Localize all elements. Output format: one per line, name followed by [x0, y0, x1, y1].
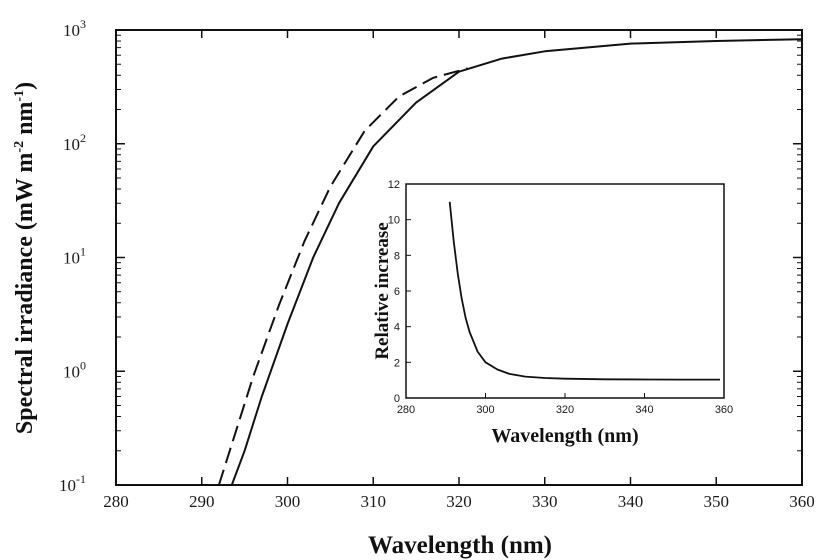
inset-y-tick-label: 8: [394, 250, 400, 262]
inset-x-tick-label: 320: [556, 404, 574, 416]
dashed-series-line: [217, 67, 468, 486]
inset-series-line: [448, 201, 720, 381]
y-tick-label: 10-1: [59, 472, 86, 495]
x-tick-label: 320: [446, 492, 472, 511]
x-tick-label: 360: [789, 492, 815, 511]
inset-background: [406, 184, 724, 398]
main-y-axis-title: Spectral irradiance (mW m-2 nm-1): [12, 82, 38, 434]
inset-y-tick-label: 10: [388, 215, 400, 227]
x-tick-label: 310: [361, 492, 387, 511]
x-tick-label: 280: [103, 492, 129, 511]
main-x-ticks: 280 290 300 310 320 330 340 350 360: [103, 30, 815, 511]
inset-series: [448, 201, 720, 381]
x-tick-label: 330: [532, 492, 558, 511]
inset-y-tick-label: 0: [394, 393, 400, 405]
y-tick-label: 100: [63, 358, 86, 381]
y-tick-label: 103: [63, 17, 86, 40]
inset-y-tick-label: 12: [388, 179, 400, 191]
inset-y-ticks: 0 2 4 6 8 10 12: [388, 179, 411, 405]
inset-y-tick-label: 6: [394, 286, 400, 298]
inset-x-tick-label: 360: [715, 404, 733, 416]
inset-x-tick-label: 280: [397, 404, 415, 416]
y-tick-label: 102: [63, 131, 86, 154]
inset-x-tick-label: 340: [635, 404, 653, 416]
x-tick-label: 300: [275, 492, 301, 511]
inset-x-axis-title: Wavelength (nm): [491, 425, 638, 447]
x-tick-label: 350: [704, 492, 730, 511]
inset-y-tick-label: 4: [394, 322, 400, 334]
main-series: [217, 38, 803, 486]
solid-series-line: [230, 38, 803, 486]
x-tick-label: 340: [618, 492, 644, 511]
inset-x-tick-label: 300: [476, 404, 494, 416]
y-tick-label: 101: [63, 245, 86, 268]
inset-x-ticks: 280 300 320 340 360: [397, 393, 733, 416]
inset-y-axis-title: Relative increase: [372, 222, 393, 359]
main-x-axis-title: Wavelength (nm): [368, 532, 552, 559]
x-tick-label: 290: [189, 492, 215, 511]
inset-y-tick-label: 2: [394, 357, 400, 369]
